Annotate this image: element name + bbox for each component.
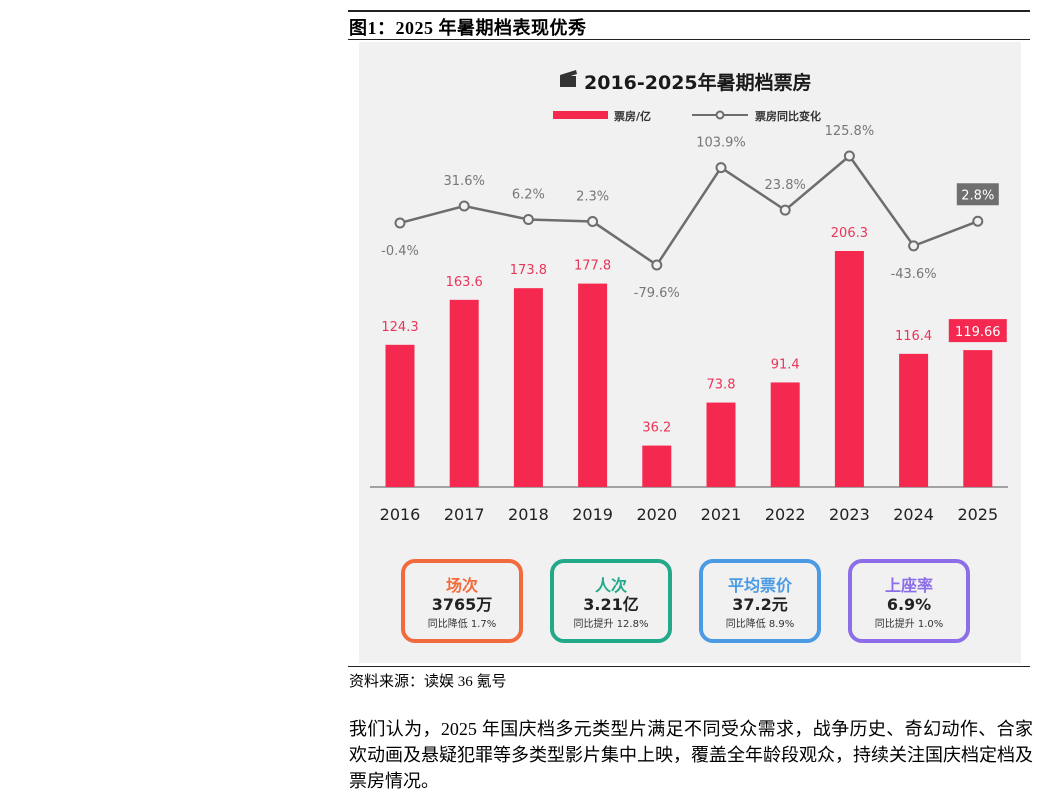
yoy-value-label: 125.8% bbox=[825, 124, 875, 139]
x-tick-label: 2022 bbox=[765, 505, 806, 524]
yoy-value-label: 103.9% bbox=[696, 136, 746, 151]
bar-2016 bbox=[385, 344, 415, 487]
yoy-value-label: 2.3% bbox=[576, 190, 609, 205]
yoy-marker bbox=[843, 150, 855, 162]
stat-card: 场次 3765万同比降低 1.7% bbox=[401, 559, 523, 643]
x-tick-label: 2021 bbox=[701, 505, 742, 524]
x-tick-label: 2016 bbox=[380, 505, 421, 524]
stat-card: 人次 3.21亿同比提升 12.8% bbox=[550, 559, 672, 643]
yoy-value-label: 2.8% bbox=[961, 188, 994, 203]
legend-bar-label: 票房/亿 bbox=[614, 109, 651, 123]
stat-label: 场次 bbox=[445, 576, 478, 595]
stat-change: 同比降低 8.9% bbox=[725, 619, 795, 630]
bar-2018 bbox=[513, 288, 543, 487]
bar-2020 bbox=[642, 445, 672, 487]
x-tick-label: 2023 bbox=[829, 505, 870, 524]
chart-title: 2016-2025年暑期档票房 bbox=[584, 71, 812, 94]
yoy-value-label: 31.6% bbox=[444, 174, 485, 189]
bar-2019 bbox=[578, 283, 608, 487]
stat-label: 平均票价 bbox=[727, 576, 792, 595]
stat-change: 同比提升 1.0% bbox=[874, 619, 944, 630]
yoy-line bbox=[399, 154, 979, 267]
stat-label: 人次 bbox=[594, 576, 627, 595]
yoy-marker bbox=[458, 200, 470, 212]
yoy-value-label: -79.6% bbox=[634, 286, 680, 301]
bottom-rule bbox=[348, 666, 1030, 667]
stat-value: 3.21亿 bbox=[583, 595, 639, 614]
bar-value-label: 91.4 bbox=[771, 357, 800, 372]
yoy-marker bbox=[651, 259, 663, 271]
yoy-value-label: -0.4% bbox=[381, 244, 419, 259]
stat-card: 上座率 6.9% 同比提升 1.0% bbox=[848, 559, 970, 643]
yoy-marker bbox=[908, 240, 920, 252]
legend-bar-swatch bbox=[553, 111, 608, 119]
x-tick-label: 2017 bbox=[444, 505, 485, 524]
figure-title: 图1：2025 年暑期档表现优秀 bbox=[349, 18, 587, 38]
yoy-marker bbox=[779, 204, 791, 216]
bar-2023 bbox=[834, 251, 864, 487]
yoy-value-label: -43.6% bbox=[891, 267, 937, 282]
x-tick-label: 2018 bbox=[508, 505, 549, 524]
stat-value: 37.2元 bbox=[732, 595, 788, 614]
source-note: 资料来源：读娱 36 氪号 bbox=[349, 674, 507, 690]
stat-value: 6.9% bbox=[886, 595, 932, 614]
stat-label: 上座率 bbox=[884, 576, 933, 595]
x-tick-label: 2019 bbox=[572, 505, 613, 524]
body-paragraph: 我们认为，2025 年国庆档多元类型片满足不同受众需求，战争历史、奇幻动作、合家… bbox=[349, 716, 1033, 794]
bar-label-box-highlight bbox=[948, 319, 1007, 343]
x-tick-label: 2025 bbox=[957, 505, 998, 524]
yoy-label-box-highlight bbox=[956, 183, 999, 206]
stat-card: 平均票价 37.2元同比降低 8.9% bbox=[699, 559, 821, 643]
yoy-marker bbox=[522, 213, 534, 225]
bar-value-label: 36.2 bbox=[642, 421, 671, 436]
yoy-value-label: 6.2% bbox=[512, 187, 545, 202]
yoy-marker bbox=[972, 215, 984, 227]
bar-value-label: 177.8 bbox=[574, 259, 611, 274]
bar-value-label: 73.8 bbox=[707, 378, 736, 393]
bar-2025 bbox=[963, 350, 993, 487]
bar-value-label: 124.3 bbox=[381, 320, 418, 335]
top-rule bbox=[348, 10, 1030, 12]
yoy-value-label: 23.8% bbox=[765, 178, 806, 193]
bar-2021 bbox=[706, 402, 736, 487]
stat-value: 3765万 bbox=[431, 595, 493, 614]
yoy-marker bbox=[715, 162, 727, 174]
bar-value-label: 163.6 bbox=[446, 275, 483, 290]
bar-value-label: 173.8 bbox=[510, 263, 547, 278]
clapperboard-icon-top bbox=[560, 70, 577, 79]
paragraph-text: 我们认为，2025 年国庆档多元类型片满足不同受众需求，战争历史、奇幻动作、合家… bbox=[349, 719, 1033, 791]
title-rule bbox=[348, 39, 1030, 40]
yoy-marker bbox=[394, 217, 406, 229]
bar-value-label: 116.4 bbox=[895, 329, 932, 344]
bar-value-label: 206.3 bbox=[831, 226, 868, 241]
legend-line-marker bbox=[715, 110, 725, 120]
bar-value-label: 119.66 bbox=[955, 325, 1001, 340]
stat-change: 同比提升 12.8% bbox=[573, 619, 649, 630]
stat-change: 同比降低 1.7% bbox=[427, 619, 497, 630]
clapperboard-icon bbox=[560, 76, 576, 87]
bar-2024 bbox=[899, 353, 929, 487]
x-tick-label: 2020 bbox=[636, 505, 677, 524]
bar-2022 bbox=[770, 382, 800, 487]
legend-line-label: 票房同比变化 bbox=[755, 109, 821, 123]
x-tick-label: 2024 bbox=[893, 505, 934, 524]
bar-2017 bbox=[449, 299, 479, 487]
yoy-marker bbox=[587, 216, 599, 228]
